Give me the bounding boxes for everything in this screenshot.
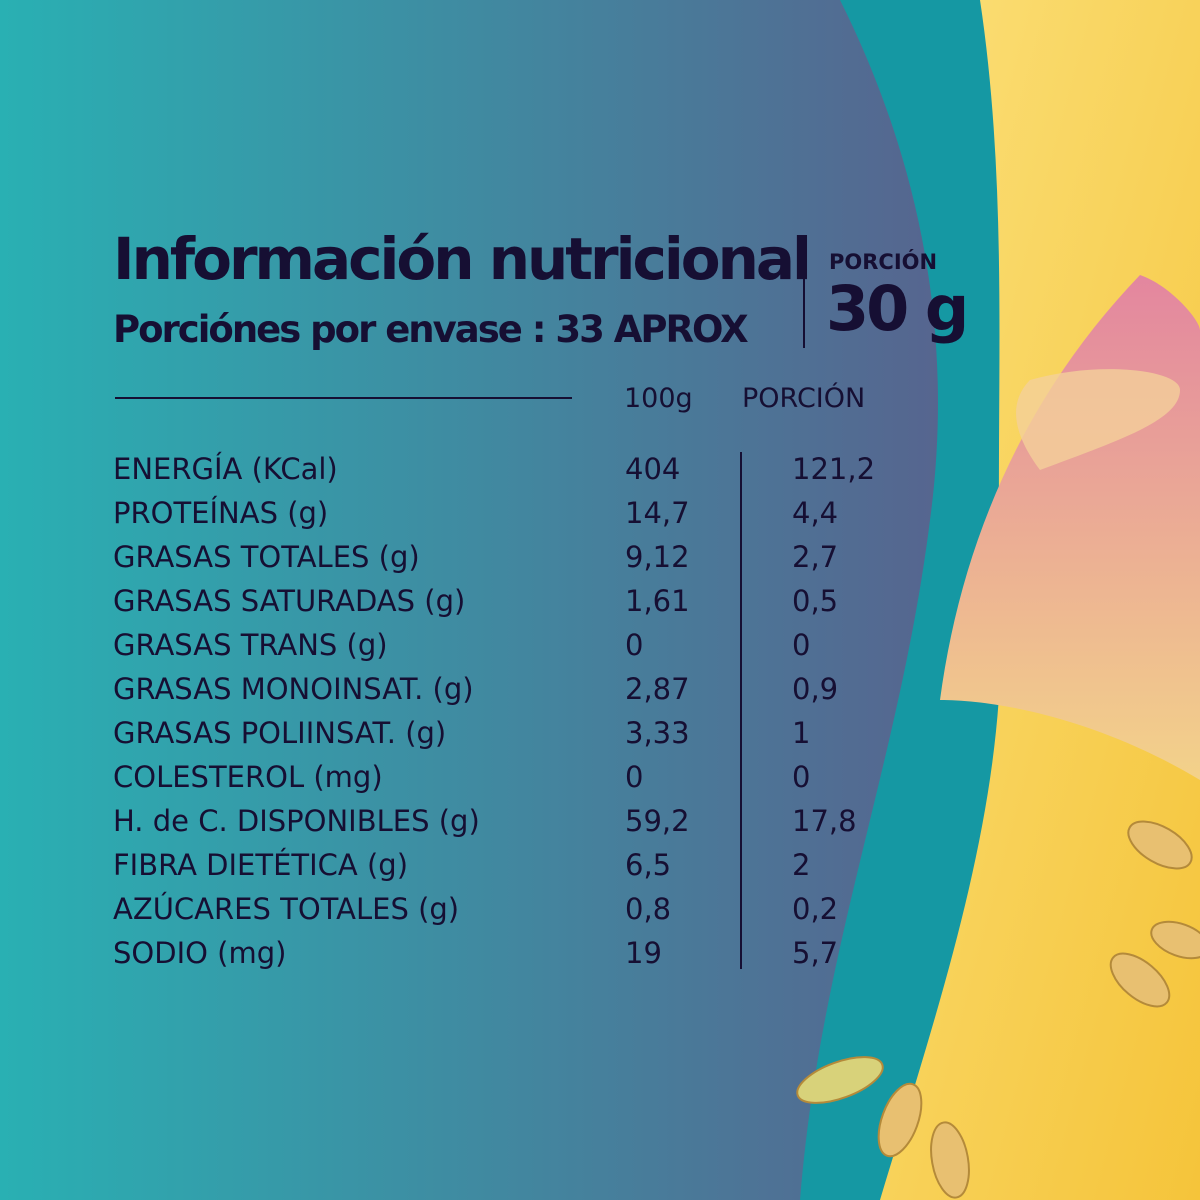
value-per-portion: 1: [792, 716, 811, 750]
value-per-portion: 2,7: [792, 540, 839, 574]
value-per-portion: 4,4: [792, 496, 839, 530]
value-per-portion: 0,5: [792, 584, 839, 618]
nutrient-label: FIBRA DIETÉTICA (g): [113, 848, 409, 882]
portion-value: 30 g: [826, 272, 969, 345]
column-header-portion: PORCIÓN: [742, 383, 866, 414]
nutrient-label: H. de C. DISPONIBLES (g): [113, 804, 480, 838]
table-row: H. de C. DISPONIBLES (g) 59,2 17,8: [0, 804, 1200, 848]
value-per-100g: 3,33: [625, 716, 690, 750]
nutrient-label: GRASAS POLIINSAT. (g): [113, 716, 447, 750]
value-per-portion: 5,7: [792, 936, 839, 970]
value-per-100g: 9,12: [625, 540, 690, 574]
column-divider: [740, 452, 742, 969]
value-per-100g: 59,2: [625, 804, 690, 838]
nutrient-label: GRASAS MONOINSAT. (g): [113, 672, 474, 706]
nutrient-label: SODIO (mg): [113, 936, 287, 970]
value-per-portion: 0: [792, 628, 811, 662]
value-per-100g: 404: [625, 452, 681, 486]
servings-per-package: Porciónes por envase : 33 APROX: [113, 308, 749, 351]
value-per-portion: 121,2: [792, 452, 876, 486]
value-per-portion: 0,9: [792, 672, 839, 706]
table-row: COLESTEROL (mg) 0 0: [0, 760, 1200, 804]
value-per-portion: 2: [792, 848, 811, 882]
oat-grain-icon: [796, 820, 1200, 1199]
table-row: GRASAS MONOINSAT. (g) 2,87 0,9: [0, 672, 1200, 716]
nutrient-label: PROTEÍNAS (g): [113, 496, 329, 530]
value-per-portion: 0,2: [792, 892, 839, 926]
header-divider: [803, 238, 805, 348]
page-title: Información nutricional: [113, 225, 812, 293]
value-per-100g: 19: [625, 936, 662, 970]
value-per-100g: 2,87: [625, 672, 690, 706]
table-row: GRASAS POLIINSAT. (g) 3,33 1: [0, 716, 1200, 760]
nutrient-label: AZÚCARES TOTALES (g): [113, 892, 460, 926]
column-header-100g: 100g: [624, 383, 693, 414]
nutrient-label: ENERGÍA (KCal): [113, 452, 338, 486]
table-row: GRASAS TRANS (g) 0 0: [0, 628, 1200, 672]
nutrient-label: GRASAS SATURADAS (g): [113, 584, 466, 618]
nutrient-label: GRASAS TOTALES (g): [113, 540, 420, 574]
value-per-100g: 0: [625, 628, 644, 662]
table-row: ENERGÍA (KCal) 404 121,2: [0, 452, 1200, 496]
table-row: GRASAS TOTALES (g) 9,12 2,7: [0, 540, 1200, 584]
table-row: GRASAS SATURADAS (g) 1,61 0,5: [0, 584, 1200, 628]
value-per-portion: 0: [792, 760, 811, 794]
table-row: AZÚCARES TOTALES (g) 0,8 0,2: [0, 892, 1200, 936]
table-row: SODIO (mg) 19 5,7: [0, 936, 1200, 980]
value-per-100g: 6,5: [625, 848, 672, 882]
table-row: PROTEÍNAS (g) 14,7 4,4: [0, 496, 1200, 540]
nutrient-label: GRASAS TRANS (g): [113, 628, 388, 662]
value-per-portion: 17,8: [792, 804, 857, 838]
portion-label: PORCIÓN: [829, 250, 938, 274]
value-per-100g: 14,7: [625, 496, 690, 530]
value-per-100g: 0,8: [625, 892, 672, 926]
nutrient-label: COLESTEROL (mg): [113, 760, 383, 794]
table-row: FIBRA DIETÉTICA (g) 6,5 2: [0, 848, 1200, 892]
table-header-rule: [115, 397, 572, 399]
value-per-100g: 1,61: [625, 584, 690, 618]
value-per-100g: 0: [625, 760, 644, 794]
